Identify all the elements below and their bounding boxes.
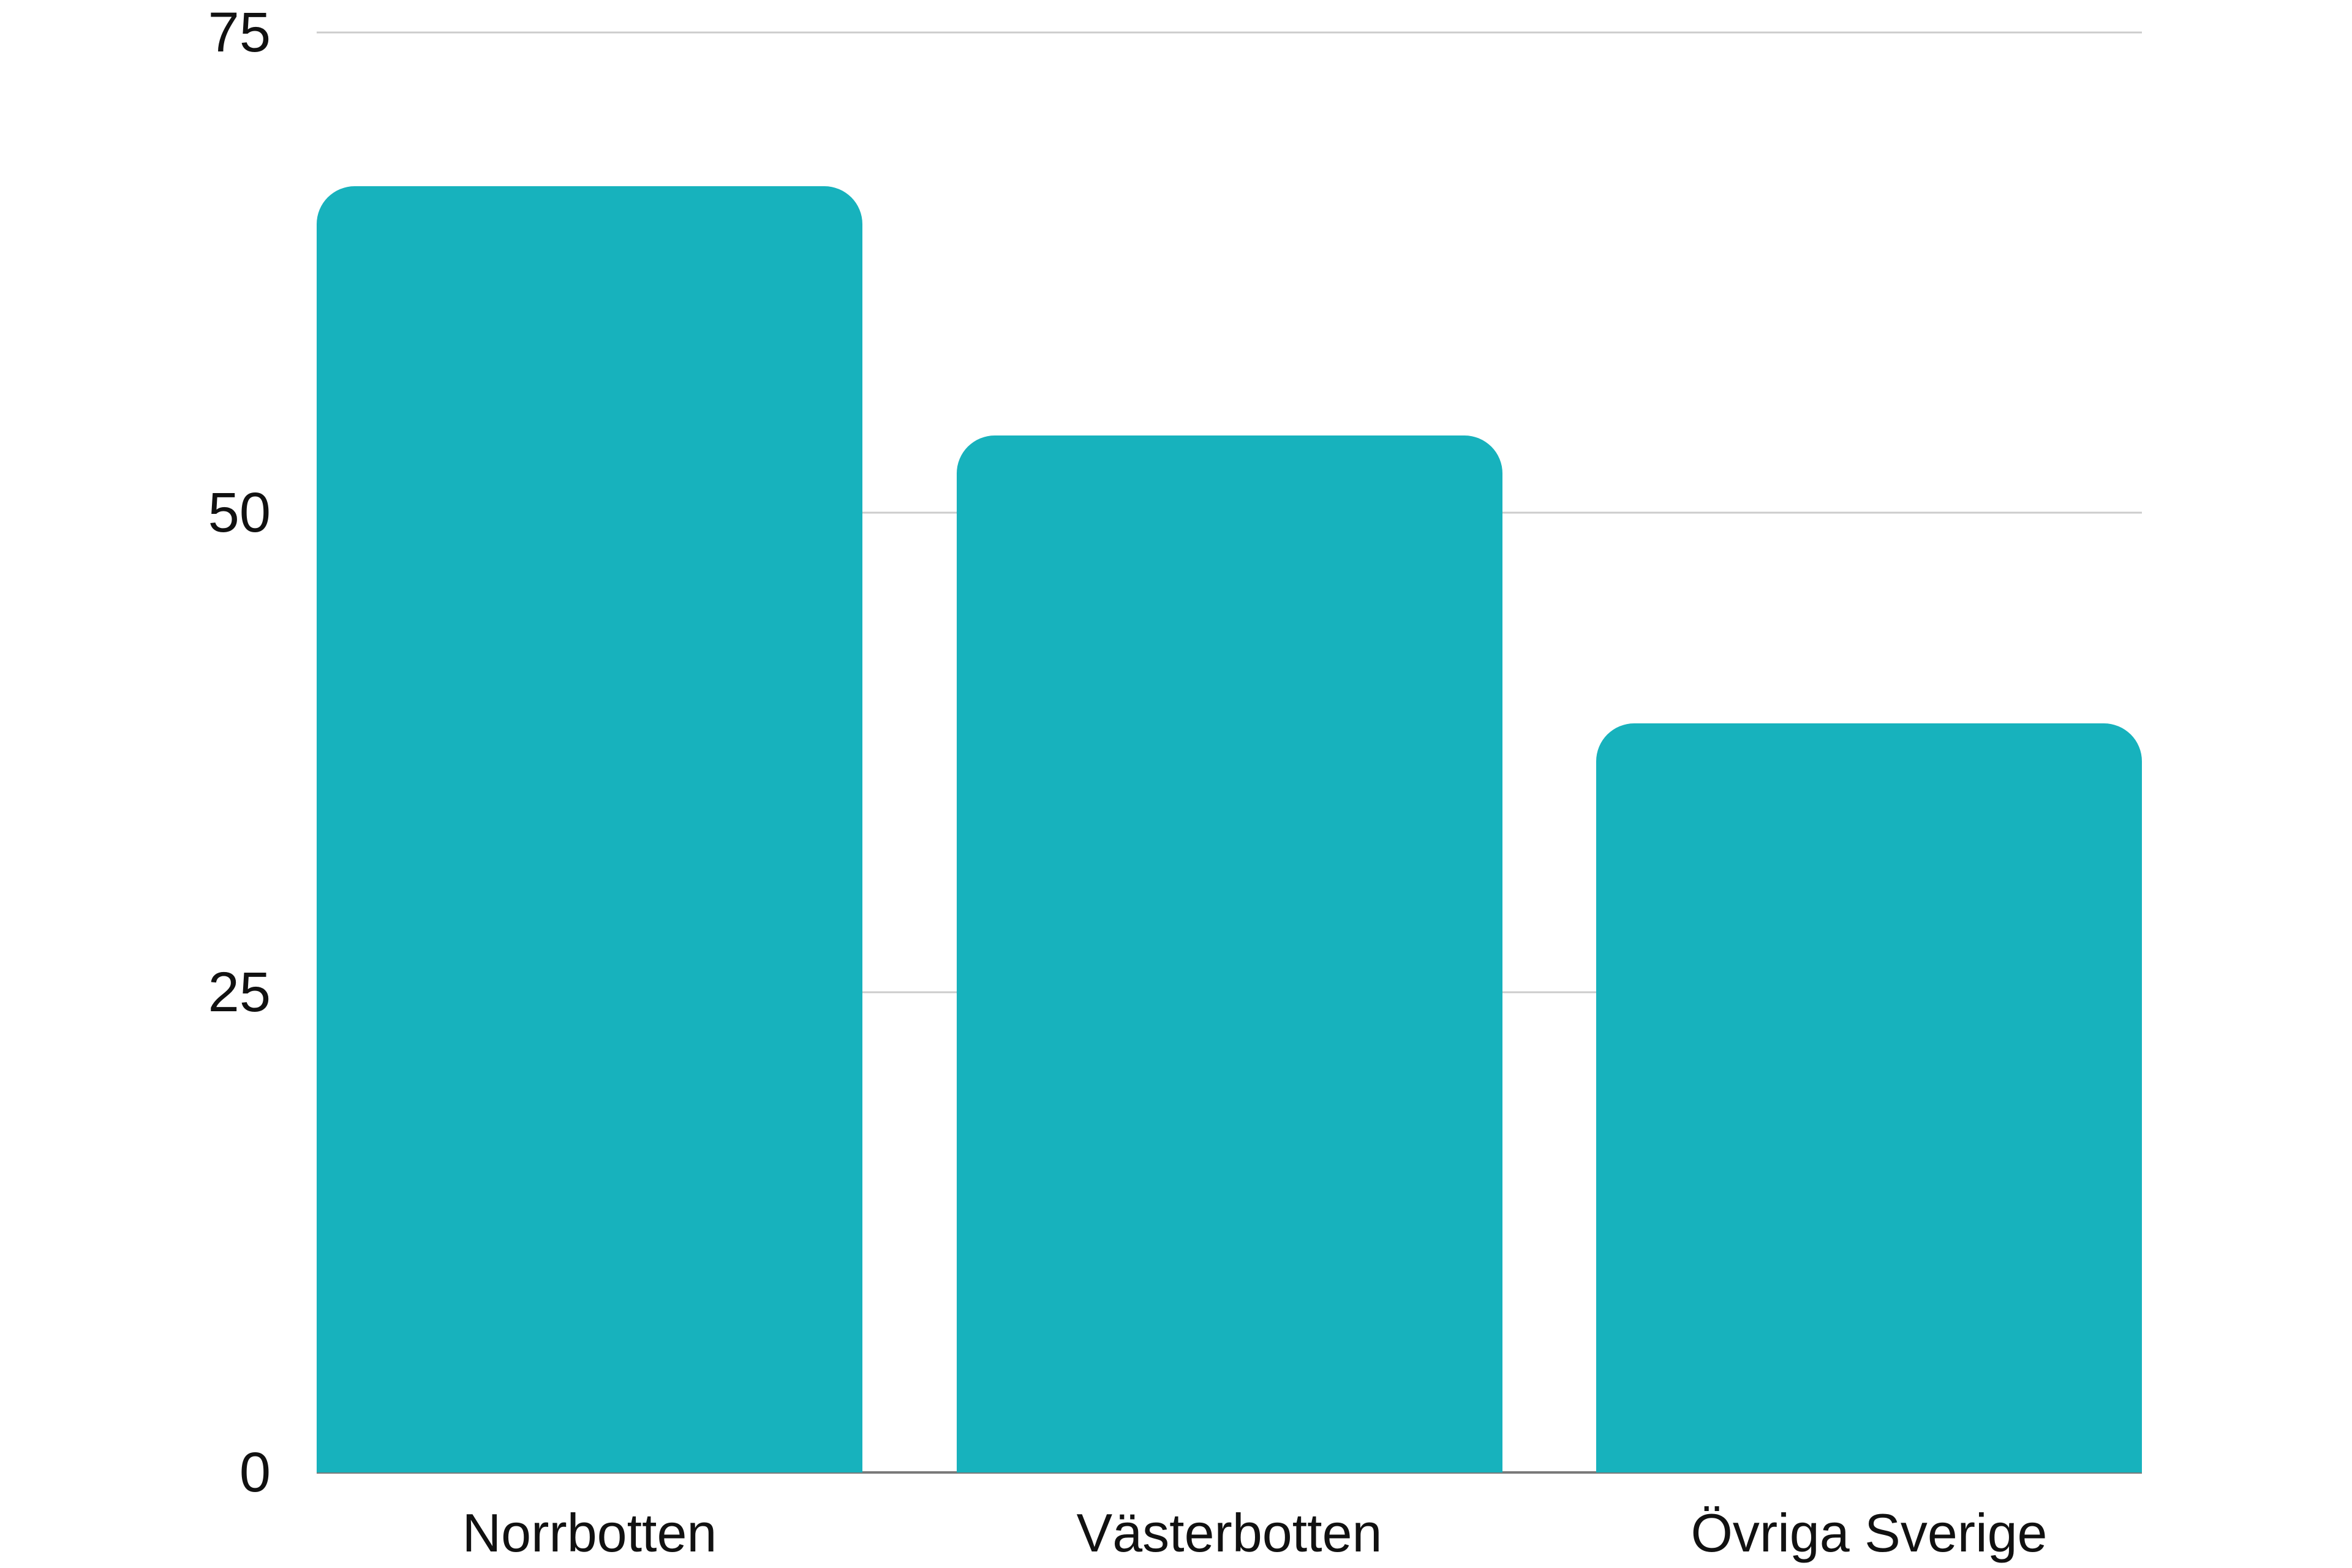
bar-norrbotten[interactable] <box>317 186 862 1472</box>
x-axis-baseline <box>317 1471 2142 1474</box>
x-axis: Norrbotten Västerbotten Övriga Sverige <box>317 1499 2142 1567</box>
x-axis-label-v-sterbotten: Västerbotten <box>1076 1502 1382 1563</box>
bar-v-sterbotten[interactable] <box>956 435 1502 1472</box>
plot-area: 75 50 25 0 <box>208 4 2142 1501</box>
x-axis-label-norrbotten: Norrbotten <box>462 1502 717 1563</box>
x-axis-label-vriga-sverige: Övriga Sverige <box>1691 1502 2048 1563</box>
gridline-75 <box>317 31 2142 34</box>
bar-vriga-sverige[interactable] <box>1596 723 2142 1472</box>
bar-group <box>317 32 2142 1472</box>
